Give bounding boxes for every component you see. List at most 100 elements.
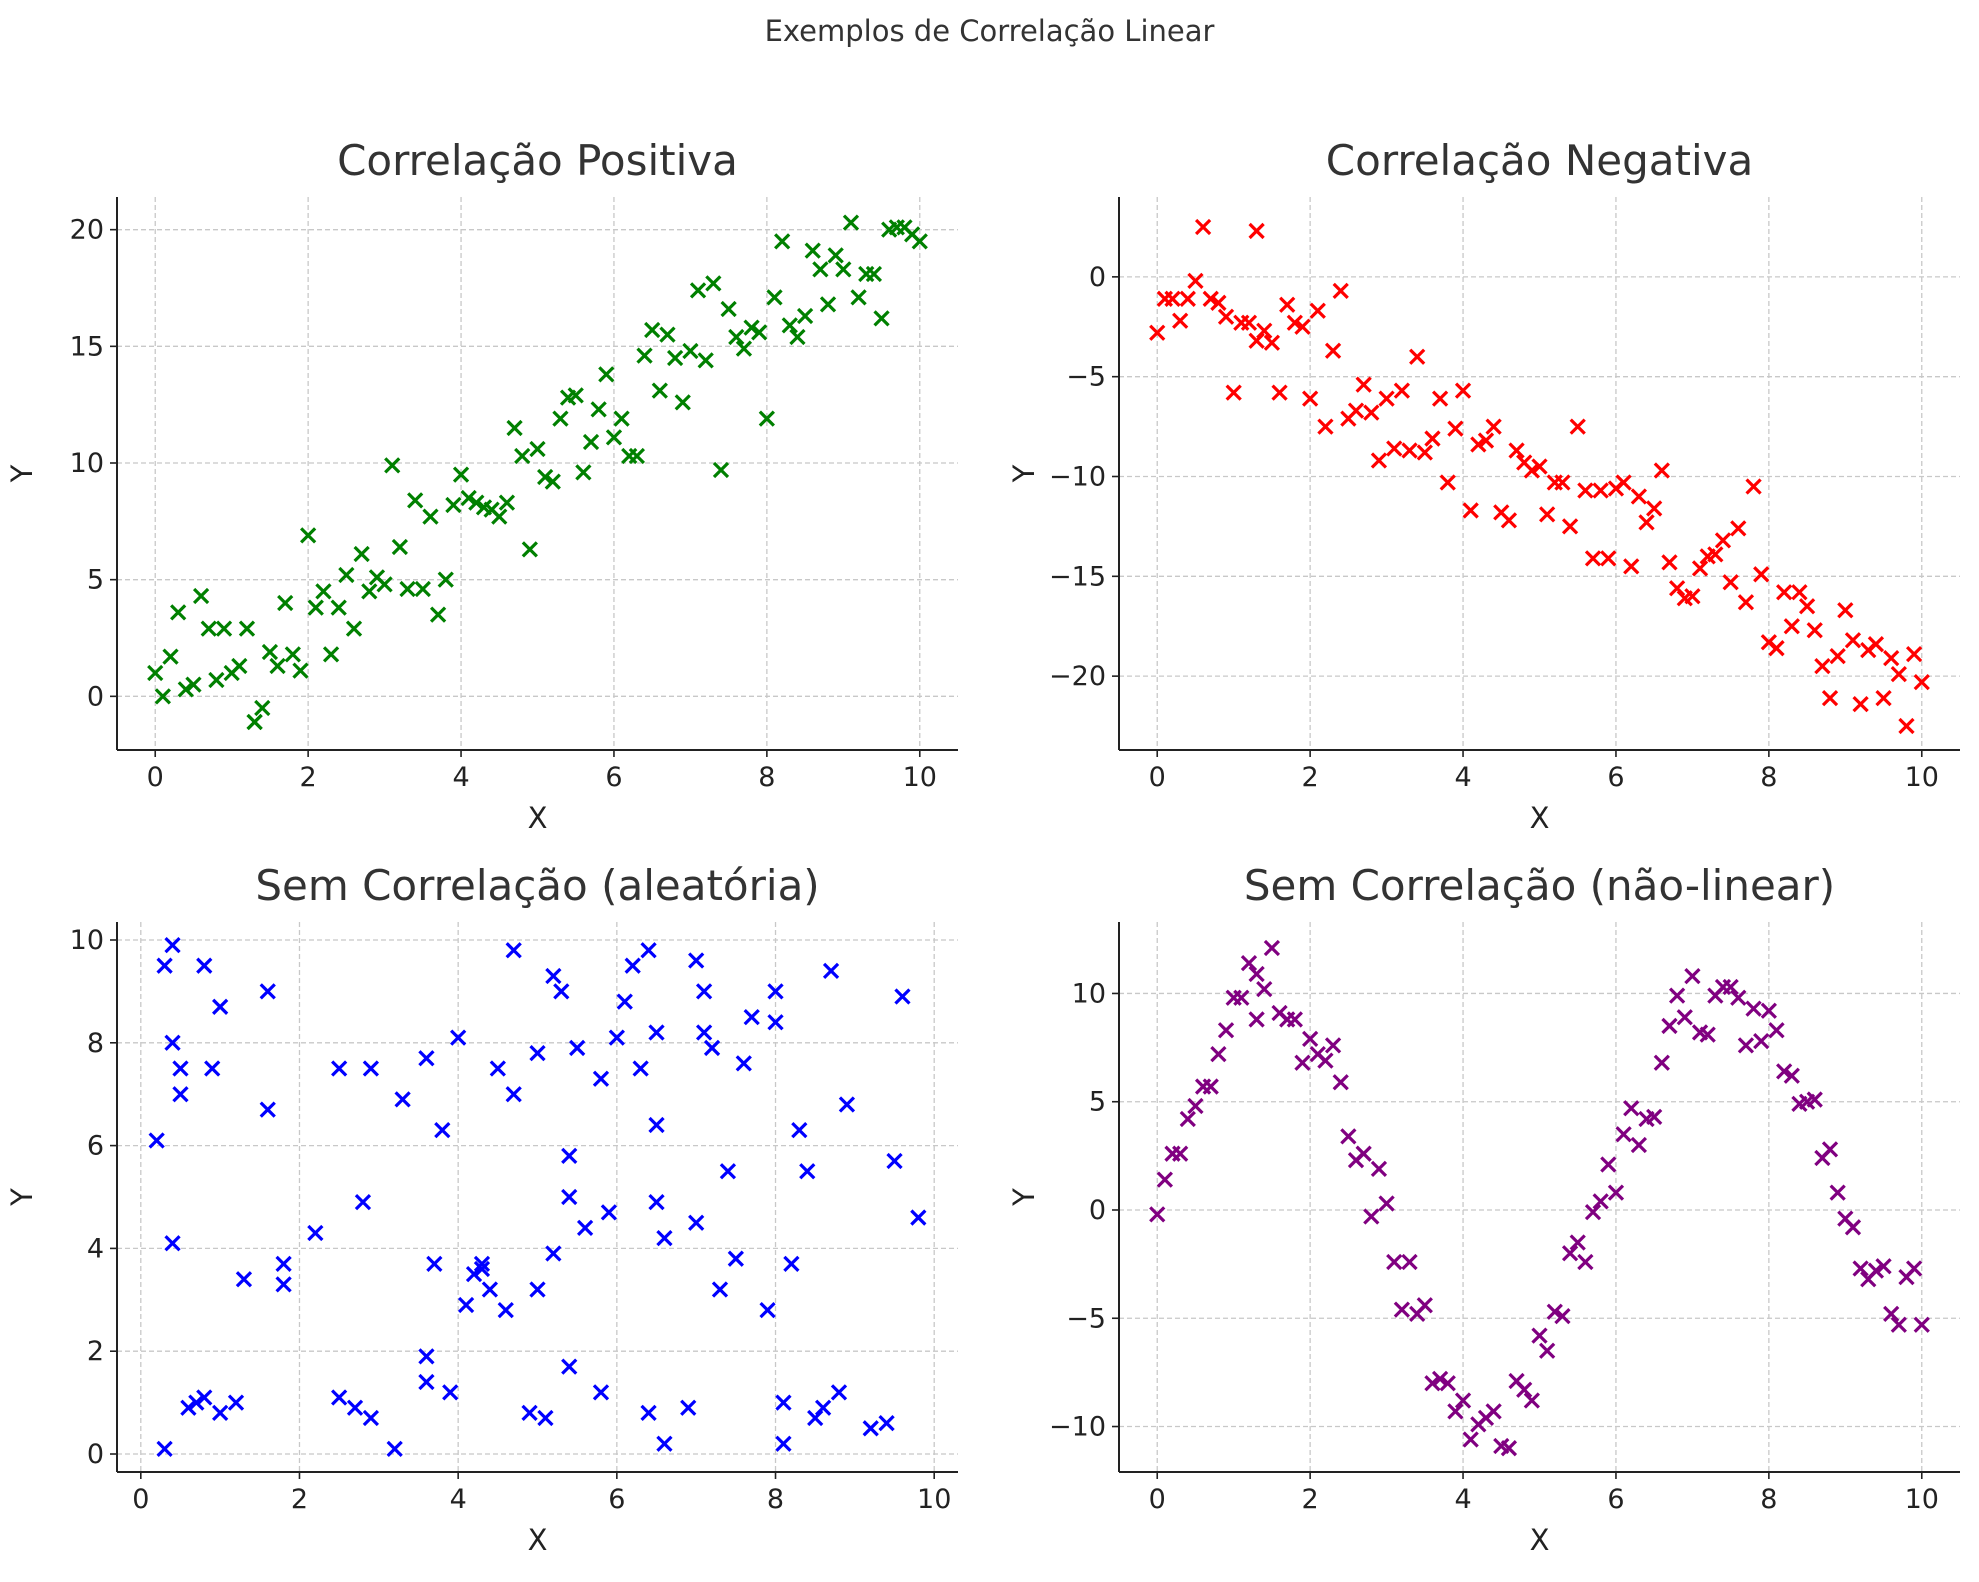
subplot-title: Correlação Positiva xyxy=(337,136,738,185)
data-point xyxy=(727,1250,744,1267)
x-tick-label: 4 xyxy=(452,762,469,793)
data-point xyxy=(712,461,730,479)
data-point xyxy=(148,1132,165,1149)
data-point xyxy=(616,993,633,1010)
data-point xyxy=(1500,1440,1518,1457)
data-point xyxy=(624,957,641,974)
data-point xyxy=(648,1024,665,1041)
x-tick-label: 0 xyxy=(147,762,164,793)
data-point xyxy=(644,321,661,339)
data-point xyxy=(1638,514,1655,531)
y-tick-label: −10 xyxy=(1049,1412,1106,1443)
data-point xyxy=(1661,554,1678,571)
data-point xyxy=(1263,334,1281,351)
data-point xyxy=(640,1404,657,1422)
data-point xyxy=(1600,1156,1617,1173)
data-point xyxy=(1745,478,1762,495)
data-point xyxy=(1676,1009,1693,1026)
y-tick-label: −5 xyxy=(1066,1303,1106,1334)
data-point xyxy=(759,1301,776,1319)
data-point xyxy=(261,643,279,661)
data-point xyxy=(1286,314,1303,331)
data-point xyxy=(1623,1100,1640,1117)
data-point xyxy=(200,620,217,637)
data-point xyxy=(1355,376,1372,393)
data-point xyxy=(1454,1392,1472,1409)
data-point xyxy=(1783,618,1800,635)
data-point xyxy=(506,419,523,437)
data-point xyxy=(835,261,852,278)
data-point xyxy=(529,440,546,458)
data-point xyxy=(1523,462,1540,479)
y-tick-label: 5 xyxy=(87,565,104,596)
data-point xyxy=(1324,1037,1342,1054)
data-point xyxy=(695,983,713,1000)
data-point xyxy=(521,1404,538,1422)
data-point xyxy=(418,1373,435,1391)
data-point xyxy=(1714,532,1732,549)
data-point xyxy=(1286,1011,1303,1028)
y-tick-label: −20 xyxy=(1049,661,1106,692)
data-point xyxy=(1172,312,1189,329)
x-tick-label: 8 xyxy=(767,1484,784,1515)
data-point xyxy=(1768,1022,1785,1039)
data-point xyxy=(1401,1253,1418,1271)
data-point xyxy=(758,410,775,427)
data-point xyxy=(1577,1253,1594,1271)
data-point xyxy=(1462,1431,1479,1448)
data-point xyxy=(656,1435,673,1452)
data-point xyxy=(1424,430,1441,447)
y-axis-label: Y xyxy=(1007,464,1041,483)
data-point xyxy=(208,671,225,689)
data-point xyxy=(1753,1032,1770,1050)
data-point xyxy=(1378,1195,1395,1212)
data-point xyxy=(1890,666,1907,683)
x-tick-label: 10 xyxy=(1905,1484,1939,1515)
data-point xyxy=(399,580,416,598)
data-point xyxy=(1684,588,1701,605)
data-point xyxy=(910,1209,927,1226)
data-point xyxy=(1355,1145,1372,1162)
data-point xyxy=(1294,318,1311,335)
data-point xyxy=(246,713,263,731)
data-point xyxy=(422,508,439,525)
data-point xyxy=(544,473,561,490)
data-point xyxy=(688,1214,705,1231)
data-point xyxy=(1584,550,1602,567)
data-point xyxy=(521,541,538,558)
data-point xyxy=(561,1188,578,1206)
data-point xyxy=(452,466,470,483)
data-point xyxy=(1248,332,1265,349)
data-point xyxy=(1668,987,1686,1004)
data-point xyxy=(1340,1128,1357,1145)
data-point xyxy=(1439,474,1456,491)
data-point xyxy=(1386,1253,1403,1271)
data-point xyxy=(505,1086,522,1103)
data-point xyxy=(1561,1245,1579,1262)
y-tick-label: −10 xyxy=(1049,461,1106,492)
data-point xyxy=(284,646,301,663)
data-point xyxy=(215,620,233,637)
data-point xyxy=(1431,1370,1449,1388)
data-point xyxy=(735,340,753,357)
data-point xyxy=(1898,717,1915,735)
x-tick-label: 2 xyxy=(1302,762,1319,793)
data-point xyxy=(1401,442,1418,459)
data-point xyxy=(345,620,363,637)
data-point xyxy=(275,1276,292,1293)
y-tick-label: −5 xyxy=(1066,362,1106,393)
data-point xyxy=(751,324,768,341)
data-point xyxy=(188,1394,205,1411)
data-point xyxy=(1745,1000,1762,1017)
subplot-2: 0 2 4 6 8 10 0 −5 −10 −15 −20 Correlação Negativa X Y xyxy=(1007,136,1960,835)
data-point xyxy=(1806,1091,1823,1108)
y-tick-label: 8 xyxy=(87,1028,104,1059)
data-point xyxy=(613,410,630,427)
data-point xyxy=(529,1281,546,1298)
data-point xyxy=(553,983,570,1000)
data-point xyxy=(807,1409,824,1427)
data-point xyxy=(275,1255,292,1272)
data-point xyxy=(1187,272,1204,289)
